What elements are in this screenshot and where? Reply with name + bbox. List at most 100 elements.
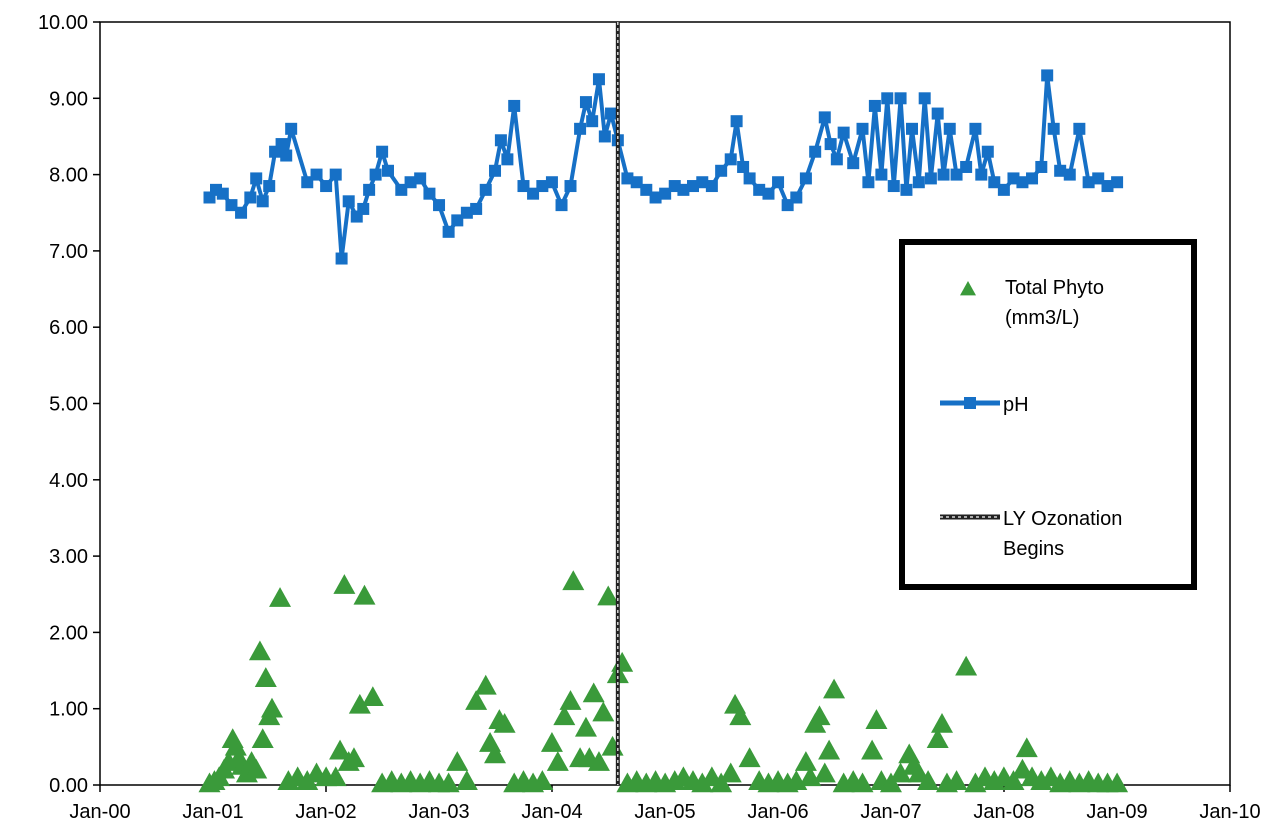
- ph-point: [579, 96, 592, 109]
- ph-point: [918, 92, 931, 105]
- phyto-point: [818, 739, 841, 760]
- phyto-point: [333, 574, 356, 594]
- x-tick-label: Jan-04: [521, 801, 582, 823]
- phyto-point: [484, 743, 507, 764]
- ph-point: [924, 172, 937, 185]
- phyto-point: [251, 728, 274, 749]
- ph-point: [1073, 122, 1086, 135]
- ph-point: [1026, 172, 1039, 185]
- phyto-point: [931, 712, 954, 733]
- ph-point: [598, 130, 611, 143]
- phyto-point: [865, 709, 888, 729]
- ph-point: [470, 202, 483, 215]
- phyto-point: [926, 728, 949, 749]
- legend: Total Phyto (mm3/L) pH LY Ozonation Begins: [899, 239, 1197, 590]
- ph-point: [724, 153, 737, 166]
- ph-point: [536, 180, 549, 193]
- ph-point: [943, 122, 956, 135]
- ph-point: [404, 176, 417, 189]
- phyto-point: [269, 587, 292, 607]
- y-tick-label: 8.00: [49, 165, 88, 187]
- ph-point: [772, 176, 785, 189]
- ph-point: [501, 153, 514, 166]
- x-tick-label: Jan-02: [295, 801, 356, 823]
- phyto-point: [964, 772, 987, 793]
- y-tick-label: 9.00: [49, 88, 88, 110]
- ph-point: [494, 134, 507, 147]
- ph-point: [285, 122, 298, 135]
- ph-point: [975, 168, 988, 181]
- ph-point: [574, 122, 587, 135]
- legend-ph-label: pH: [1003, 394, 1029, 416]
- ph-point: [649, 191, 662, 204]
- phyto-point: [329, 739, 352, 760]
- ph-point: [912, 176, 925, 189]
- phyto-point: [587, 751, 610, 771]
- ph-point: [809, 145, 822, 158]
- ph-point: [1054, 164, 1067, 177]
- ph-point: [460, 206, 473, 219]
- ph-point: [280, 149, 293, 162]
- phyto-point: [710, 772, 733, 793]
- ph-point: [696, 176, 709, 189]
- ph-point: [659, 187, 672, 200]
- legend-ozonation-label: Begins: [1003, 538, 1064, 560]
- ph-point: [969, 122, 982, 135]
- phyto-point: [738, 747, 761, 768]
- ph-point: [479, 183, 492, 196]
- phyto-point: [260, 697, 283, 718]
- ph-point: [423, 187, 436, 200]
- ph-point: [847, 157, 860, 170]
- ph-point: [1047, 122, 1060, 135]
- ph-point: [630, 176, 643, 189]
- ph-point: [1082, 176, 1095, 189]
- ph-line: [207, 73, 1118, 261]
- phyto-point: [245, 758, 268, 779]
- x-tick-label: Jan-07: [860, 801, 921, 823]
- ph-point: [357, 202, 370, 215]
- ph-point: [715, 164, 728, 177]
- ph-point: [981, 145, 994, 158]
- ph-point: [906, 122, 919, 135]
- ph-point: [256, 195, 269, 208]
- phyto-point: [879, 772, 902, 793]
- ph-point: [950, 168, 963, 181]
- phyto-point: [361, 686, 384, 707]
- phyto-point: [559, 690, 582, 710]
- ph-point: [762, 187, 775, 200]
- phyto-point: [465, 690, 488, 710]
- y-tick-label: 3.00: [49, 546, 88, 568]
- ph-point: [837, 126, 850, 139]
- x-tick-label: Jan-08: [973, 801, 1034, 823]
- phyto-point: [540, 732, 563, 752]
- x-tick-label: Jan-00: [69, 801, 130, 823]
- ph-series: [203, 69, 1124, 265]
- ph-point: [545, 176, 558, 189]
- x-tick-label: Jan-10: [1199, 801, 1260, 823]
- ph-point: [342, 195, 355, 208]
- ph-point: [244, 191, 257, 204]
- phyto-point: [248, 640, 271, 661]
- x-tick-label: Jan-01: [182, 801, 243, 823]
- ph-point: [862, 176, 875, 189]
- ph-point: [250, 172, 263, 185]
- legend-phyto-label: Total Phyto: [1005, 277, 1104, 299]
- phyto-point: [582, 682, 605, 703]
- ph-point: [335, 252, 348, 265]
- phyto-point: [574, 716, 597, 737]
- ph-point: [433, 199, 446, 212]
- ph-point: [881, 92, 894, 105]
- ph-point: [937, 168, 950, 181]
- phyto-point: [955, 655, 978, 676]
- ph-point: [621, 172, 634, 185]
- legend-box: [899, 239, 1197, 590]
- phyto-point: [861, 739, 884, 760]
- ph-point: [1063, 168, 1076, 181]
- phyto-point: [437, 772, 460, 793]
- phyto-point: [823, 678, 846, 699]
- x-tick-label: Jan-05: [634, 801, 695, 823]
- ph-point: [376, 145, 389, 158]
- ph-point: [875, 168, 888, 181]
- ph-point: [790, 191, 803, 204]
